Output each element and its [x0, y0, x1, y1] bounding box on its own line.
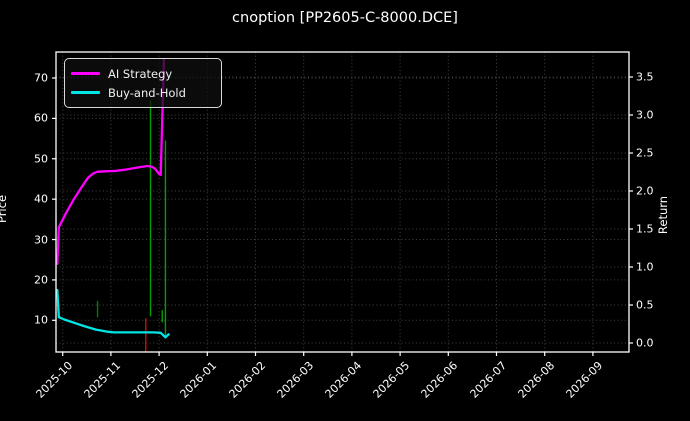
return-tick-label: 1.5	[636, 222, 654, 236]
chart-title: cnoption [PP2605-C-8000.DCE]	[232, 10, 458, 26]
series-line-ai-strategy	[56, 58, 166, 265]
price-tick-label: 50	[34, 152, 48, 166]
price-tick-label: 70	[34, 71, 48, 85]
legend-item-buy-and-hold[interactable]: Buy-and-Hold	[71, 83, 213, 102]
return-tick-label: 3.5	[636, 70, 654, 84]
price-tick-label: 60	[34, 111, 48, 125]
price-tick-label: 10	[34, 313, 48, 327]
plot-border	[55, 51, 630, 353]
legend-label-buy-and-hold: Buy-and-Hold	[108, 85, 186, 100]
legend-swatch-ai-strategy	[71, 72, 100, 75]
return-tick-label: 0.5	[636, 298, 654, 312]
legend-item-ai-strategy[interactable]: AI Strategy	[71, 64, 213, 83]
return-tick-label: 1.0	[636, 260, 654, 274]
legend-label-ai-strategy: AI Strategy	[108, 66, 173, 81]
return-tick-label: 0.0	[636, 336, 654, 350]
price-tick-label: 30	[34, 233, 48, 247]
price-tick-label: 40	[34, 192, 48, 206]
legend[interactable]: AI Strategy Buy-and-Hold	[64, 58, 222, 108]
series-line-buy-and-hold	[56, 288, 170, 339]
return-tick-label: 2.5	[636, 146, 654, 160]
legend-swatch-buy-and-hold	[71, 91, 100, 94]
price-tick-label: 20	[34, 273, 48, 287]
return-tick-label: 3.0	[636, 108, 654, 122]
return-tick-label: 2.0	[636, 184, 654, 198]
